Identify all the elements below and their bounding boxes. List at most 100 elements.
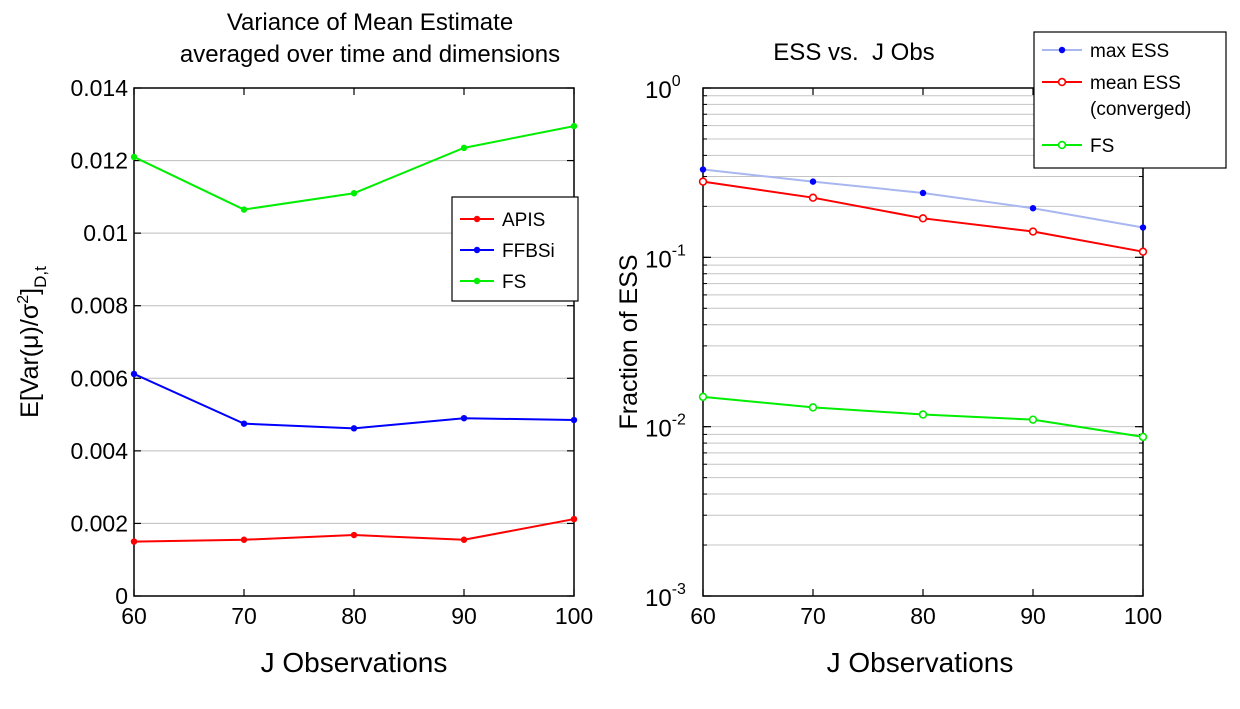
y-axis-label-mu: μ [16,334,44,348]
plot-area [133,87,575,597]
data-point-ffbsi [350,425,358,432]
y-tick-exponent: -3 [672,581,686,598]
data-point-mean-ess-converged [808,193,818,202]
x-axis-ticks: 60 70 80 90 100 [690,88,1162,629]
y-tick-base: 10 [645,77,672,104]
series-lines [130,122,578,545]
grid-lines [703,95,1143,546]
x-tick-label: 90 [451,603,477,629]
legend-label: max ESS [1090,41,1169,62]
data-point-max-ess [1029,205,1037,212]
y-axis-label-sub: D,t [31,266,50,288]
y-axis-label-sigma: σ [16,303,44,319]
x-tick-label: 100 [1124,603,1162,629]
data-point-mean-ess-converged [1138,247,1148,256]
x-axis-ticks: 60 70 80 90 100 [121,88,593,629]
legend-marker [473,246,481,254]
series-line-ffbsi [133,373,575,430]
data-point-ffbsi [130,370,138,378]
data-point-fs [1138,432,1148,442]
y-tick-label: 0.008 [70,293,128,319]
data-point-max-ess [919,189,927,197]
y-tick-label: 10-2 [645,412,686,443]
data-point-fs [240,206,248,213]
data-point-apis [570,515,578,523]
legend-label: mean ESS [1090,73,1181,94]
x-tick-label: 80 [341,603,367,629]
data-point-mean-ess-converged [698,177,708,186]
chart-title-line-2: averaged over time and dimensions [180,41,560,68]
chart-title: ESS vs. J Obs [773,39,934,66]
chart-title-line-1: Variance of Mean Estimate [227,9,513,36]
data-point-fs [808,403,818,412]
y-tick-label: 10-1 [645,242,686,273]
x-tick-label: 100 [555,603,593,629]
y-tick-label: 100 [645,73,681,104]
x-tick-label: 70 [800,603,826,629]
data-point-max-ess [699,166,707,173]
y-axis-label: Fraction of ESS [615,254,643,429]
legend-marker [473,277,481,285]
data-point-fs [350,190,358,197]
legend-marker [473,215,481,223]
data-point-apis [130,538,138,545]
legend-label: (converged) [1090,99,1191,120]
data-point-fs [698,392,708,402]
data-point-apis [350,531,358,539]
x-axis-label: J Observations [261,647,448,678]
x-tick-label: 80 [910,603,936,629]
legend-marker [1057,77,1067,87]
x-tick-label: 70 [231,603,257,629]
y-tick-label: 0 [115,583,128,609]
y-tick-base: 10 [645,416,672,443]
y-axis-label-mid: )/ [16,319,44,334]
legend: max ESS mean ESS (converged) FS [1033,31,1227,169]
legend-marker [1057,140,1067,150]
data-point-ffbsi [460,415,468,422]
variance-chart: Variance of Mean Estimate averaged over … [15,9,593,678]
data-point-fs [570,122,578,130]
y-axis-label-prefix: E[Var( [16,348,44,418]
data-point-ffbsi [240,420,248,427]
x-tick-label: 90 [1020,603,1046,629]
x-tick-label: 60 [121,603,147,629]
legend: APIS FFBSi FS [451,196,579,302]
data-point-fs [1028,415,1038,424]
grid-lines [134,160,574,524]
data-point-fs [130,153,138,161]
y-tick-label: 0.01 [83,220,128,246]
legend-label: FFBSi [502,241,555,262]
data-point-apis [240,536,248,543]
y-tick-base: 10 [645,246,672,273]
data-point-max-ess [809,178,817,185]
legend-marker [1058,46,1066,54]
series-lines [698,166,1148,442]
y-tick-label: 0.004 [70,438,128,464]
legend-label: APIS [502,210,545,231]
y-tick-exponent: -1 [672,242,686,259]
legend-label: FS [1090,136,1114,157]
y-tick-exponent: 0 [672,73,681,90]
y-axis-ticks: 0 0.002 0.004 0.006 0.008 0.01 0.012 0.014 [70,75,574,609]
y-tick-label: 10-3 [645,581,686,612]
y-axis-label-sup: 2 [15,295,32,304]
data-point-fs [460,144,468,152]
data-point-ffbsi [570,416,578,424]
y-tick-label: 0.014 [70,75,128,101]
y-tick-label: 0.006 [70,365,128,391]
x-tick-label: 60 [690,603,716,629]
y-tick-base: 10 [645,585,672,612]
data-point-max-ess [1139,224,1147,231]
data-point-mean-ess-converged [918,214,928,223]
y-tick-exponent: -2 [672,412,686,429]
y-tick-label: 0.012 [70,148,128,174]
data-point-apis [460,536,468,543]
data-point-mean-ess-converged [1028,227,1038,236]
y-axis-label: E[Var(μ)/σ2]D,t [15,266,50,418]
legend-label: FS [502,272,526,293]
x-axis-label: J Observations [827,647,1014,678]
data-point-fs [918,410,928,419]
y-tick-label: 0.002 [70,510,128,536]
